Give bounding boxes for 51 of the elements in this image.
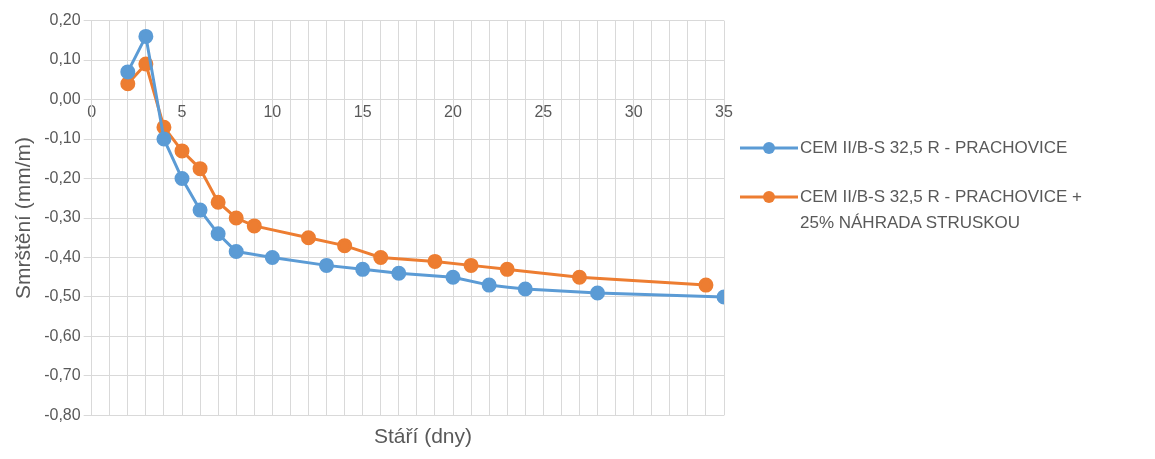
- x-tick-label: 30: [624, 102, 643, 120]
- point: [373, 249, 389, 265]
- point: [445, 269, 461, 285]
- x-tick-label: 35: [715, 102, 733, 120]
- x-tick-label: 5: [177, 102, 187, 120]
- point: [120, 76, 136, 92]
- point: [120, 64, 136, 80]
- point: [174, 143, 190, 159]
- y-tick-label: -0,70: [44, 366, 81, 384]
- point: [590, 285, 606, 301]
- y-tick-label: 0,20: [49, 11, 81, 29]
- point: [156, 131, 172, 147]
- y-axis-title: Smrštění (mm/m): [11, 136, 35, 300]
- point: [192, 161, 208, 177]
- y-tick-label: -0,80: [44, 405, 81, 423]
- y-tick-label: 0,10: [49, 50, 81, 68]
- point: [319, 257, 335, 273]
- y-tick-label: -0,50: [44, 287, 81, 305]
- point: [138, 28, 154, 44]
- x-tick-label: 20: [444, 102, 462, 120]
- x-tick-label: 15: [353, 102, 372, 120]
- point: [337, 238, 353, 254]
- y-tick-label: 0,00: [49, 89, 81, 107]
- y-tick-label: -0,10: [44, 129, 81, 147]
- x-tick-label: 10: [263, 102, 282, 120]
- point: [300, 230, 316, 246]
- point: [174, 171, 190, 187]
- point: [427, 253, 443, 269]
- legend-label: CEM II/B-S 32,5 R - PRACHOVICE: [800, 137, 1068, 159]
- point: [463, 257, 479, 273]
- y-tick-label: -0,20: [44, 168, 81, 186]
- point: [391, 265, 407, 281]
- y-tick-label: -0,30: [44, 208, 81, 226]
- point: [355, 261, 371, 277]
- point: [228, 244, 244, 260]
- point: [698, 277, 714, 293]
- point: [192, 202, 208, 218]
- point: [210, 194, 226, 210]
- y-tick-label: -0,60: [44, 326, 81, 344]
- point: [228, 210, 244, 226]
- point: [481, 277, 497, 293]
- point: [499, 261, 515, 277]
- x-tick-label: 25: [534, 102, 553, 120]
- point: [517, 281, 533, 297]
- legend-label: CEM II/B-S 32,5 R - PRACHOVICE + 25% NÁHRADA STRUSKOU: [800, 186, 1083, 234]
- point: [264, 249, 280, 265]
- point: [210, 226, 226, 242]
- x-axis-title: Stáří (dny): [373, 424, 473, 448]
- y-tick-label: -0,40: [44, 247, 81, 265]
- point: [571, 269, 587, 285]
- point: [246, 218, 262, 234]
